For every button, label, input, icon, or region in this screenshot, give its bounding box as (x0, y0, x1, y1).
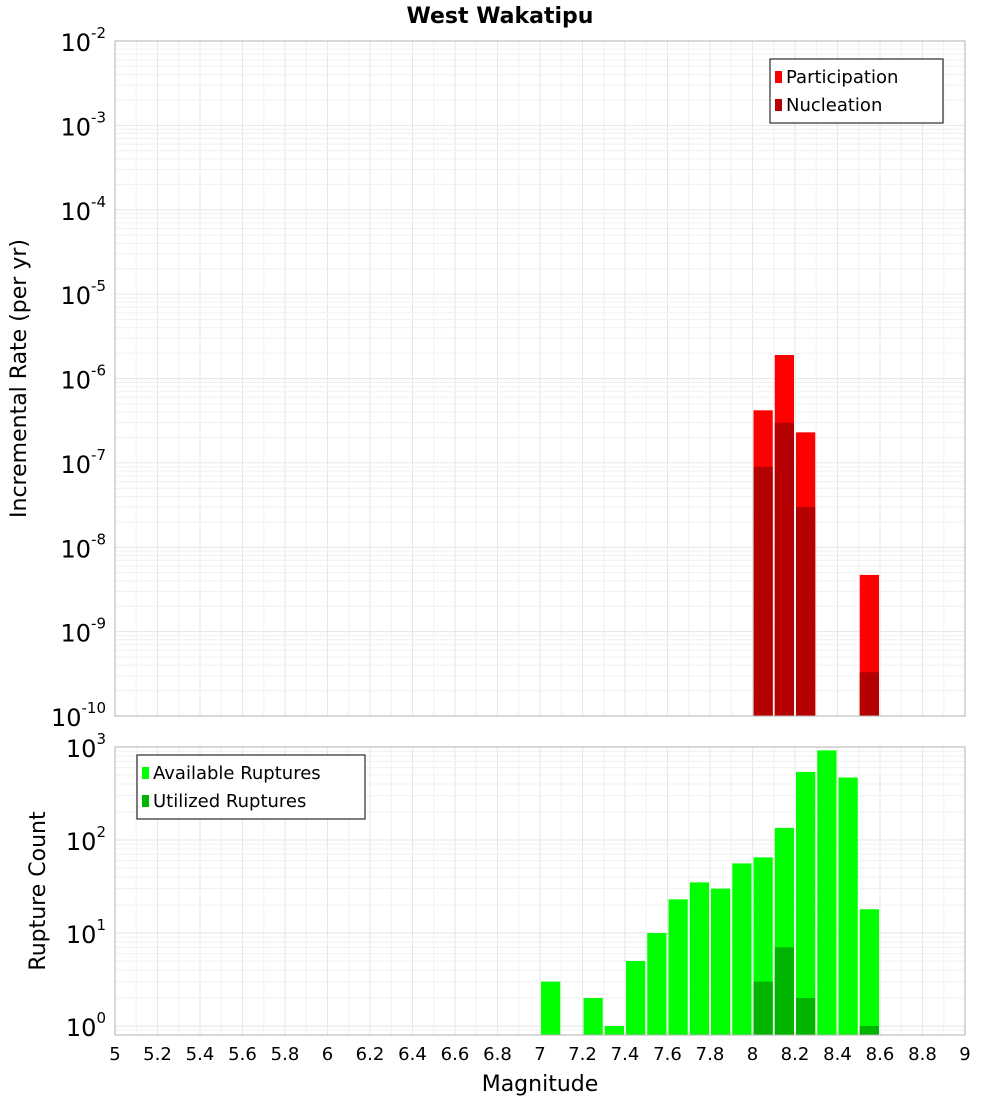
legend-panel-1: Available Ruptures Utilized Ruptures (136, 754, 366, 820)
y-tick-label: 102 (66, 823, 106, 856)
y-tick-label: 10-9 (60, 615, 106, 648)
bar-utilized-ruptures (796, 997, 816, 1035)
legend-label: Nucleation (786, 95, 882, 116)
x-tick-label: 6.4 (398, 1044, 427, 1065)
x-tick-label: 6.8 (483, 1044, 512, 1065)
bar-available-ruptures (647, 932, 667, 1035)
x-axis-label: Magnitude (482, 1072, 599, 1097)
legend-label: Available Ruptures (153, 763, 321, 784)
bar-nucleation (859, 672, 879, 716)
y-tick-label: 10-3 (60, 108, 106, 141)
y-tick-label: 103 (66, 730, 106, 763)
bar-available-ruptures (838, 777, 858, 1035)
y-tick-label: 10-10 (51, 699, 106, 732)
legend-box (769, 58, 944, 124)
x-tick-label: 6.6 (441, 1044, 470, 1065)
x-tick-label: 9 (959, 1044, 970, 1065)
y-tick-label: 100 (66, 1009, 106, 1042)
grid-panel-0 (114, 40, 966, 717)
x-tick-label: 5 (109, 1044, 120, 1065)
legend-swatch (775, 71, 782, 83)
y-tick-label: 101 (66, 916, 106, 949)
bar-available-ruptures (732, 863, 752, 1035)
plot-frame (114, 40, 966, 717)
legend-panel-0: Participation Nucleation (769, 58, 944, 124)
legend-swatch (142, 795, 149, 807)
legend-label: Participation (786, 67, 898, 88)
y-tick-label: 10-7 (60, 446, 106, 479)
bar-nucleation (774, 422, 794, 716)
bar-available-ruptures (604, 1025, 624, 1035)
bar-nucleation (753, 466, 773, 716)
x-tick-label: 8 (747, 1044, 758, 1065)
bar-available-ruptures (859, 909, 879, 1035)
bars-panel-1 (541, 750, 879, 1035)
x-tick-label: 5.4 (186, 1044, 215, 1065)
x-tick-label: 8.8 (908, 1044, 937, 1065)
y-tick-label: 10-6 (60, 362, 106, 395)
x-tick-label: 7.6 (653, 1044, 682, 1065)
bar-available-ruptures (711, 888, 731, 1035)
y-tick-label: 10-5 (60, 277, 106, 310)
bar-utilized-ruptures (753, 981, 773, 1035)
x-tick-label: 7.8 (696, 1044, 725, 1065)
y-tick-label: 10-2 (60, 24, 106, 57)
bar-nucleation (796, 506, 816, 716)
bar-available-ruptures (689, 882, 709, 1035)
x-tick-label: 8.4 (823, 1044, 852, 1065)
y-axis-label: Incremental Rate (per yr) (7, 239, 32, 518)
bar-available-ruptures (668, 899, 688, 1035)
bars-panel-0 (753, 354, 879, 716)
y-tick-label: 10-8 (60, 530, 106, 563)
x-tick-label: 8.6 (866, 1044, 895, 1065)
x-tick-label: 5.8 (271, 1044, 300, 1065)
legend-label: Utilized Ruptures (153, 791, 306, 812)
bar-available-ruptures (626, 960, 646, 1035)
x-tick-label: 6.2 (356, 1044, 385, 1065)
bar-utilized-ruptures (859, 1025, 879, 1035)
bar-available-ruptures (817, 750, 837, 1035)
y-tick-label: 10-4 (60, 193, 106, 226)
legend-swatch (775, 99, 782, 111)
bar-available-ruptures (796, 771, 816, 1035)
y-axis-label: Rupture Count (26, 811, 51, 971)
chart-title: West Wakatipu (407, 4, 594, 29)
x-tick-label: 7.4 (611, 1044, 640, 1065)
plot-frame (114, 746, 966, 1036)
legend-swatch (142, 767, 149, 779)
legend-box (136, 754, 366, 820)
x-tick-label: 7.2 (568, 1044, 597, 1065)
bar-available-ruptures (541, 981, 561, 1035)
x-tick-label: 6 (322, 1044, 333, 1065)
x-tick-label: 5.2 (143, 1044, 172, 1065)
bar-utilized-ruptures (774, 947, 794, 1035)
x-tick-label: 8.2 (781, 1044, 810, 1065)
x-tick-label: 7 (534, 1044, 545, 1065)
bar-available-ruptures (583, 997, 603, 1035)
x-tick-label: 5.6 (228, 1044, 257, 1065)
